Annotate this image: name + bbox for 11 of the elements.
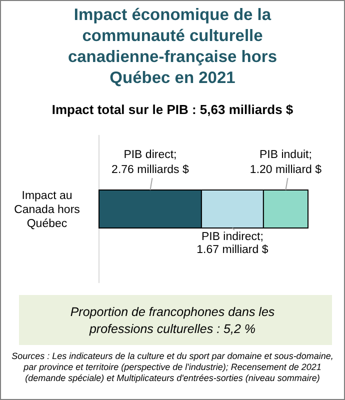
data-label: 1.67 milliard $ (196, 244, 269, 256)
source-note: Sources : Les indicateurs de la culture et du sport par domaine et sous-domaine, par province et territoire (perspective de l'industrie); Recensement de 2021 (demande spéciale) et Multiplicateurs d'entrées-sorties (niveau sommaire) (12, 351, 334, 383)
data-label: 1.20 milliard $ (250, 164, 322, 176)
text: PIB direct; (124, 149, 177, 161)
series-label: PIB indirect; (201, 231, 264, 243)
data-label: 2.76 milliards $ (112, 164, 190, 176)
text: PIB induit; (260, 149, 312, 161)
chart-subtitle: Impact total sur le PIB : 5,63 milliards $ (52, 102, 294, 117)
text: Proportion de francophones dans les professions culturelles : 5,2 % (70, 305, 275, 336)
y-tick-label: Impact au Canada hors Québec (14, 190, 80, 230)
chart-title: Impact économique de la communauté culturelle canadienne-française hors Québec en 2021 (68, 6, 278, 87)
